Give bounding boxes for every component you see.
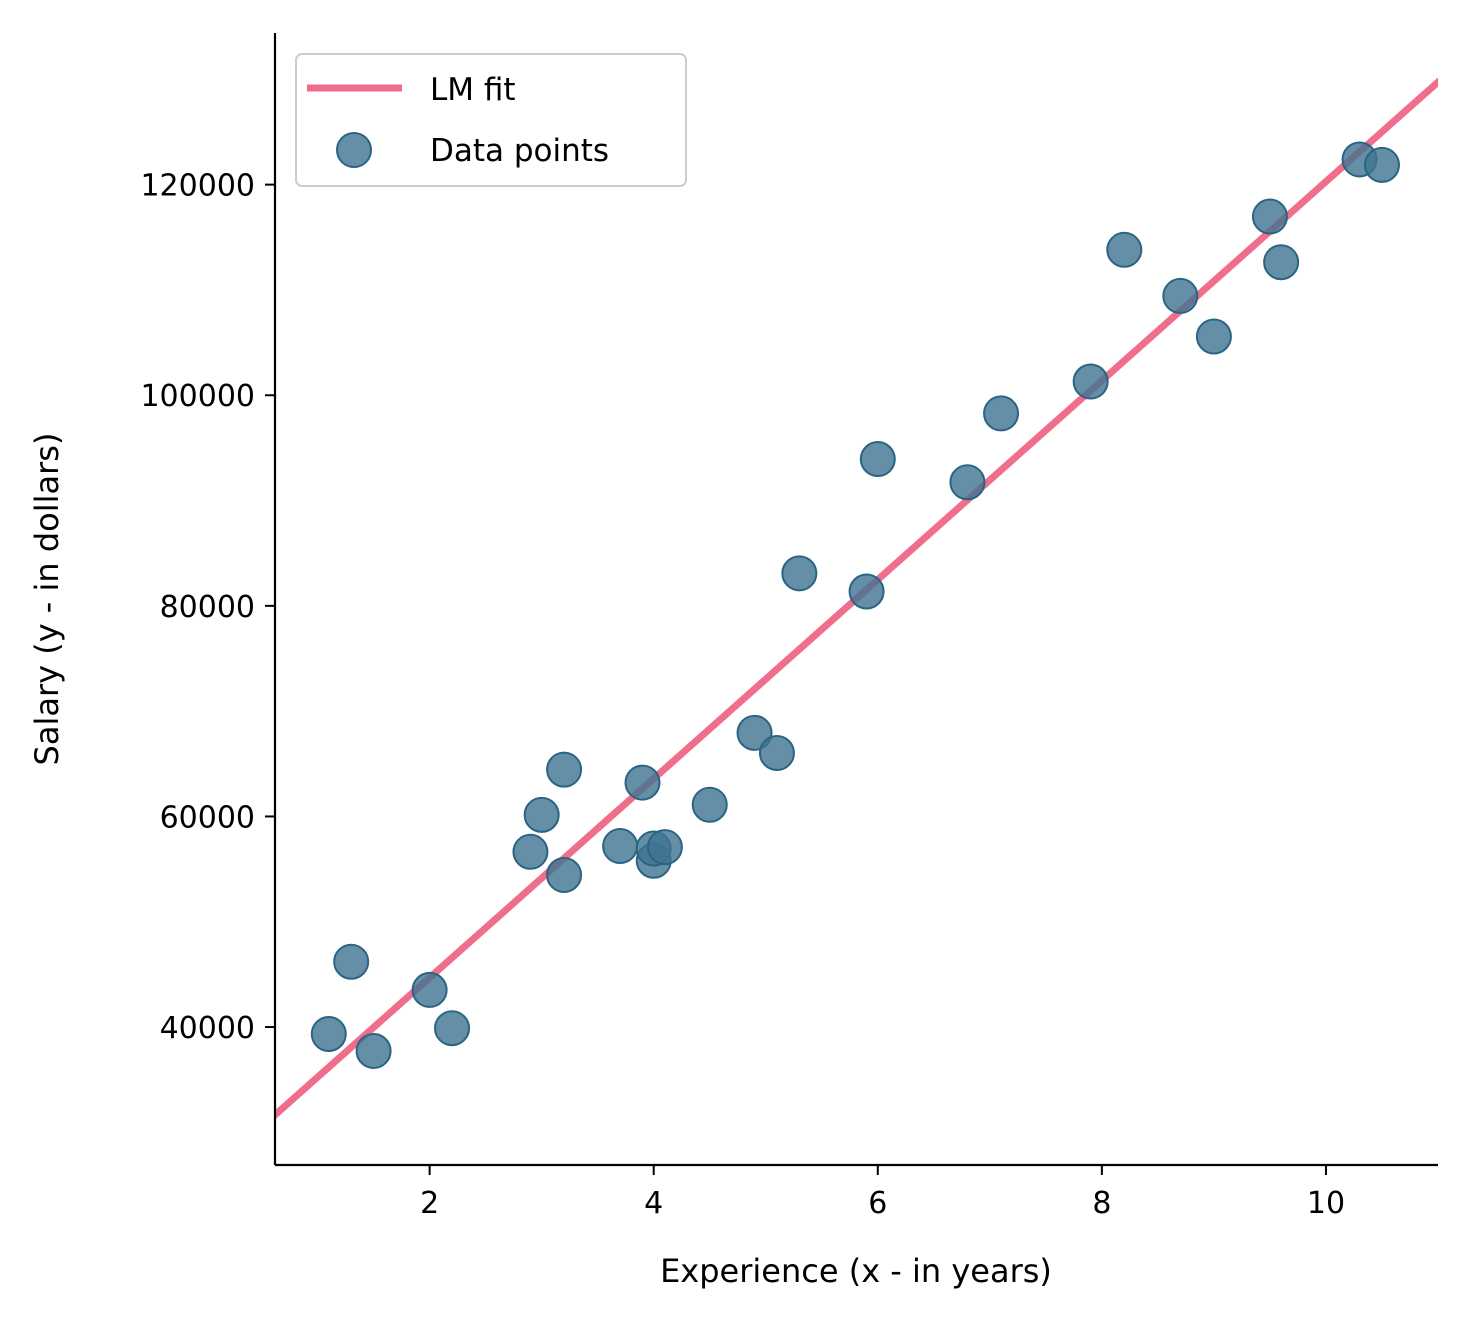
data-point [1162, 277, 1199, 314]
x-axis-ticks: 2 4 6 8 10 [420, 1165, 1345, 1221]
data-point [602, 828, 639, 865]
data-point [781, 555, 818, 592]
data-point [1072, 363, 1109, 400]
legend-point-swatch [336, 132, 372, 168]
data-point [949, 464, 986, 501]
data-points-layer [310, 141, 1400, 1069]
x-axis-label: Experience (x - in years) [660, 1252, 1052, 1290]
x-tick-label: 2 [420, 1186, 439, 1221]
data-point [1263, 244, 1300, 281]
data-point [1106, 231, 1143, 268]
data-point [624, 764, 661, 801]
legend: LM fit Data points [295, 53, 687, 187]
x-tick-label: 4 [644, 1186, 663, 1221]
data-point [333, 943, 370, 980]
data-point [859, 441, 896, 478]
data-point [411, 971, 448, 1008]
data-point [355, 1032, 392, 1069]
data-point [646, 829, 683, 866]
y-tick-label: 80000 [160, 590, 255, 625]
data-point [523, 796, 560, 833]
data-point [848, 573, 885, 610]
data-point [1251, 198, 1288, 235]
data-point [758, 734, 795, 771]
data-point [691, 786, 728, 823]
data-point [546, 856, 583, 893]
data-point [512, 833, 549, 870]
data-point [434, 1010, 471, 1047]
y-tick-label: 120000 [140, 169, 255, 204]
data-point [546, 751, 583, 788]
data-point [1195, 318, 1232, 355]
y-axis-ticks: 40000 60000 80000 100000 120000 [140, 169, 275, 1046]
x-tick-label: 6 [868, 1186, 887, 1221]
x-tick-label: 8 [1092, 1186, 1111, 1221]
legend-label-fit: LM fit [430, 72, 516, 108]
data-point [1363, 146, 1400, 183]
data-point [736, 714, 773, 751]
y-axis-label: Salary (y - in dollars) [28, 433, 66, 766]
x-tick-label: 10 [1307, 1186, 1345, 1221]
y-tick-label: 100000 [140, 379, 255, 414]
legend-label-points: Data points [430, 133, 609, 169]
data-point [310, 1015, 347, 1052]
y-tick-label: 60000 [160, 800, 255, 835]
y-tick-label: 40000 [160, 1011, 255, 1046]
data-point [983, 395, 1020, 432]
